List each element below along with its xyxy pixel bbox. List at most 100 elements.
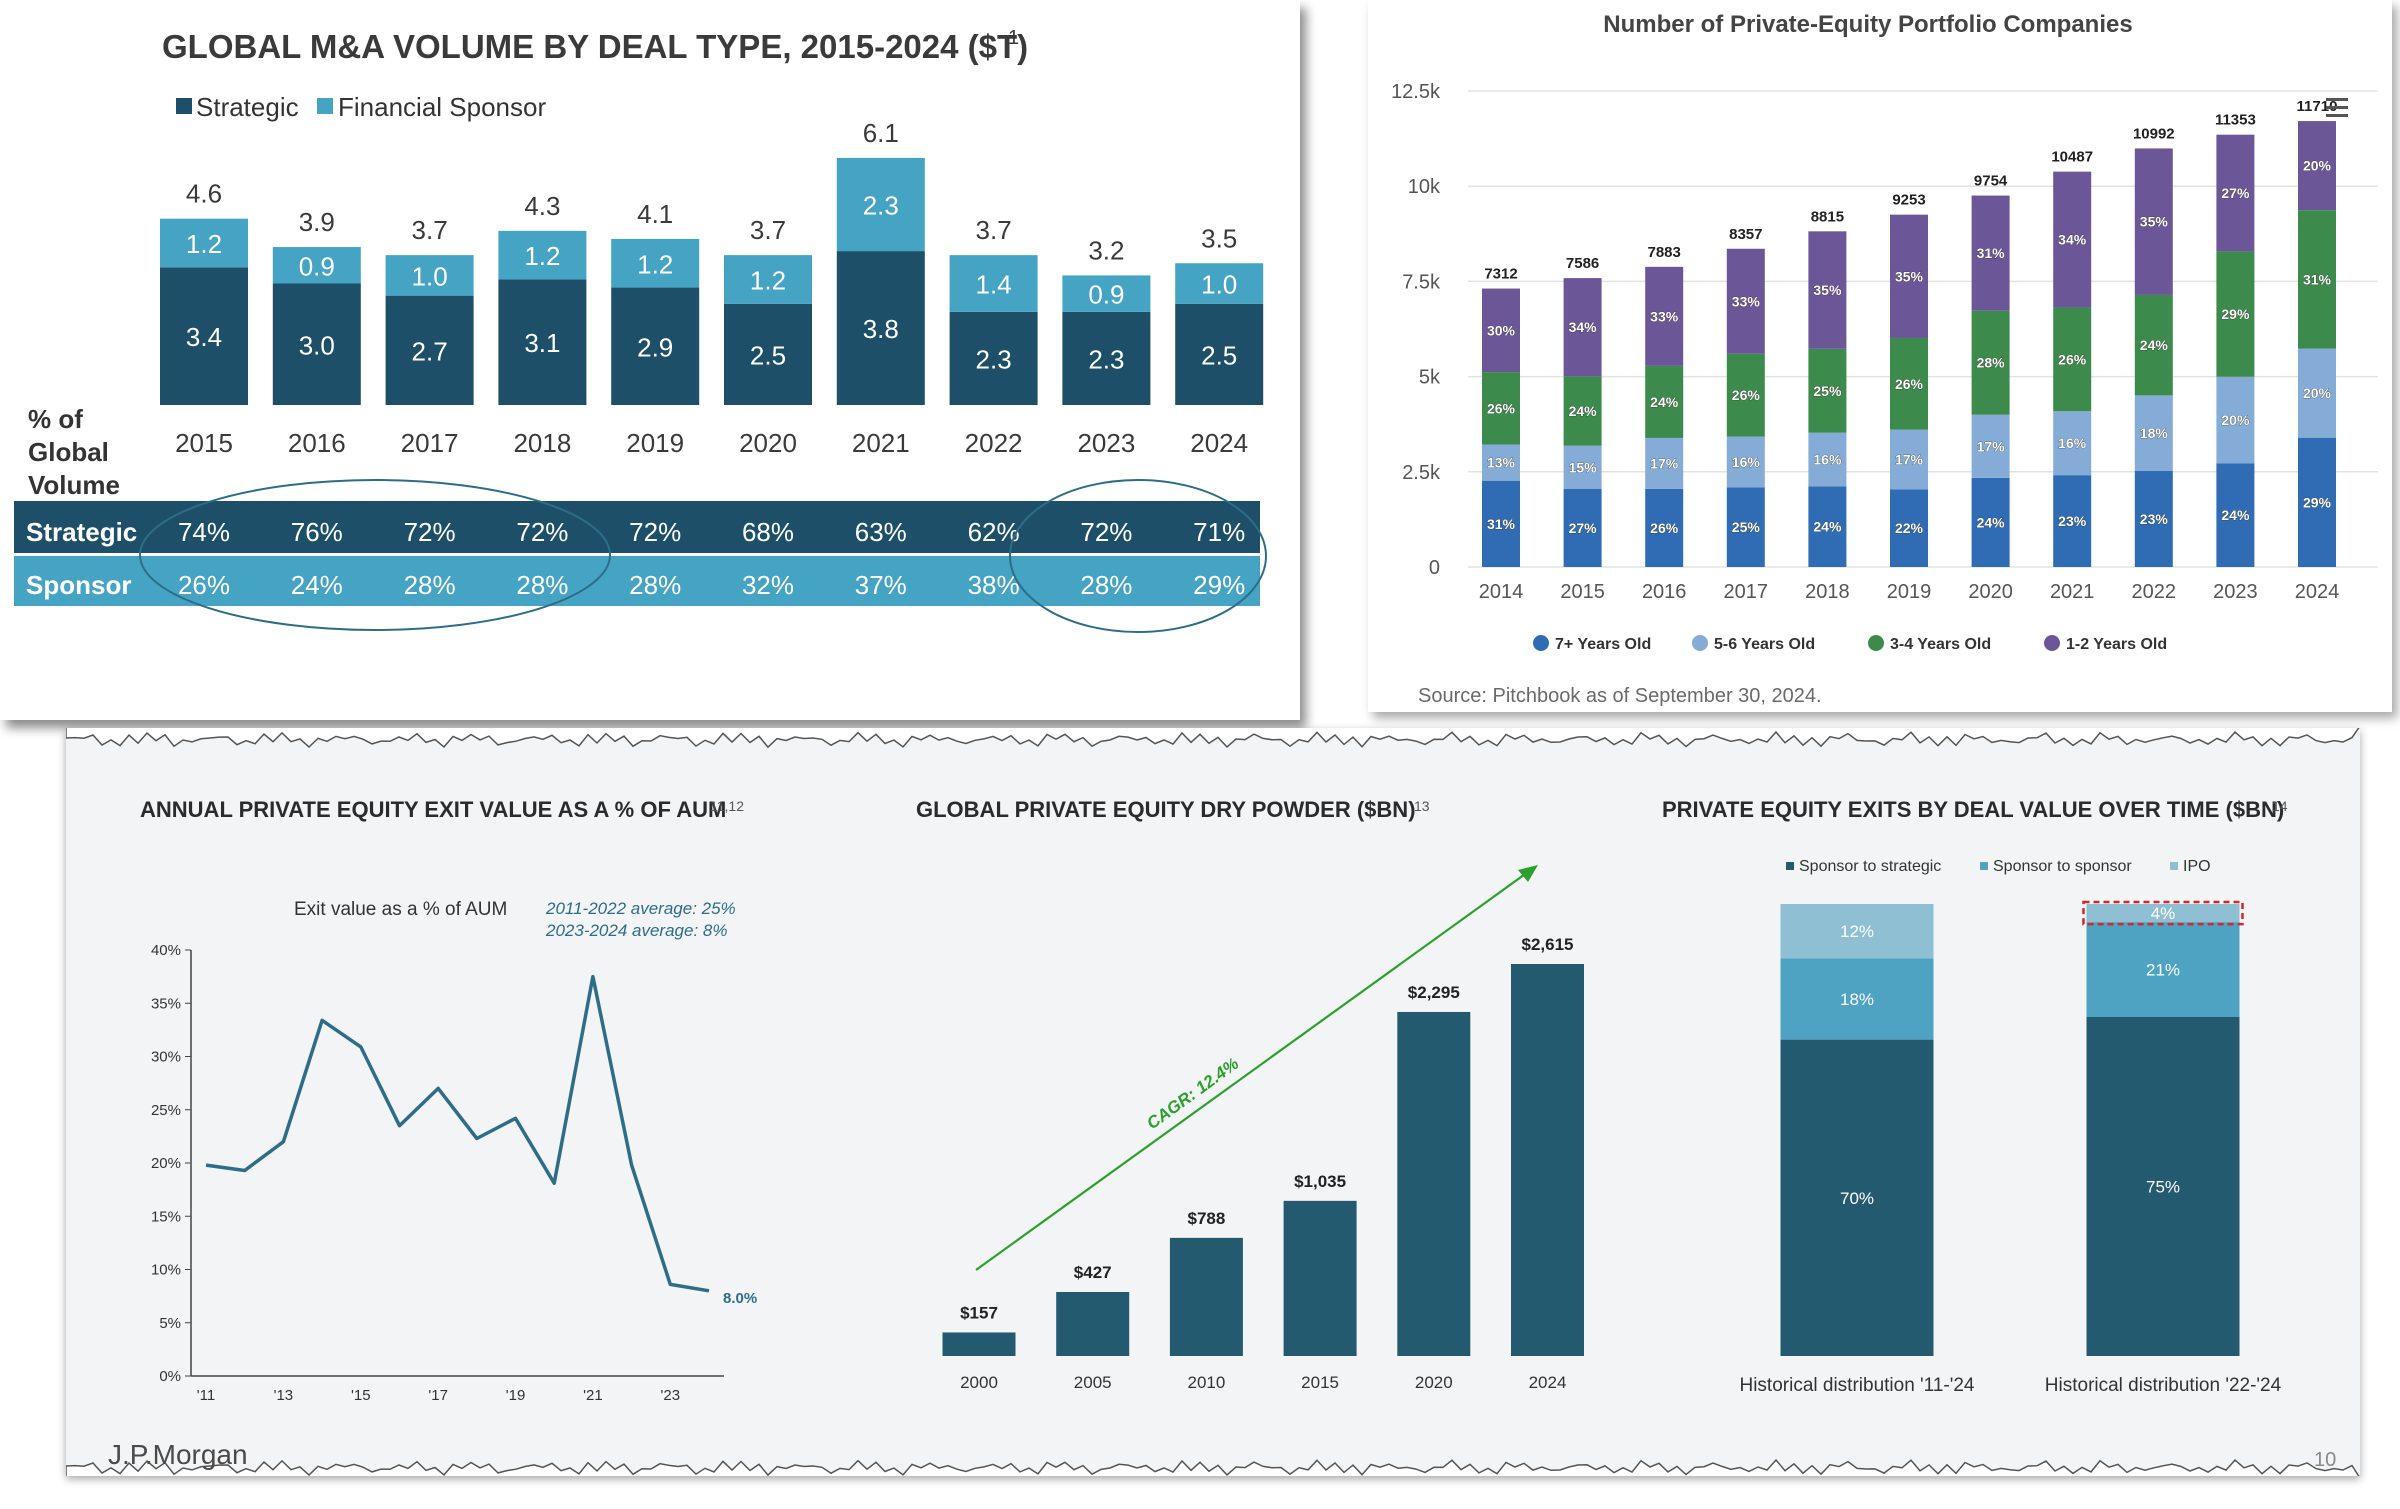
dry-label-2010: $788	[1187, 1209, 1225, 1228]
pe-label-3-2016: 33%	[1650, 308, 1679, 324]
pe-label-1-2016: 17%	[1650, 455, 1679, 471]
dry-xtick-2010: 2010	[1187, 1373, 1225, 1392]
pe-total-2016: 7883	[1648, 244, 1681, 261]
ma-label-sponsor-2017: 1.0	[412, 261, 448, 291]
exits-legend-label-1: Sponsor to sponsor	[1993, 858, 2132, 875]
pe-legend-dot-1	[1692, 635, 1708, 651]
ma-total-2015: 4.6	[186, 179, 222, 209]
pe-bar-1-2021	[2053, 411, 2092, 476]
pe-label-2-2015: 24%	[1569, 403, 1598, 419]
pe-ytick: 7.5k	[1402, 271, 1441, 293]
ma-table-strategic-2018: 72%	[516, 517, 568, 547]
ma-xtick-2015: 2015	[175, 428, 233, 458]
exits-legend-swatch-1	[1980, 862, 1988, 870]
ma-bar-strategic-2022	[949, 311, 1038, 405]
exit-ytick: 20%	[151, 1155, 181, 1172]
dry-xtick-2005: 2005	[1074, 1373, 1112, 1392]
pe-xtick-2022: 2022	[2132, 581, 2177, 603]
pe-ytick: 10k	[1408, 176, 1441, 198]
dry-label-2005: $427	[1074, 1263, 1112, 1282]
exits-deal-chart: Sponsor to strategic Sponsor to sponsor IP…	[1739, 858, 2281, 1396]
exit-chart-title-footnote: 11,12	[710, 798, 744, 814]
pe-label-3-2019: 35%	[1895, 268, 1924, 284]
pe-bar-1-2023	[2216, 376, 2255, 464]
pe-bar-0-2023	[2216, 463, 2255, 567]
menu-icon[interactable]	[2326, 98, 2348, 117]
pe-legend: 7+ Years Old 5-6 Years Old 3-4 Years Old 1-…	[1533, 635, 2167, 653]
ma-total-2019: 4.1	[637, 199, 673, 229]
pe-label-3-2024: 20%	[2303, 158, 2332, 174]
ma-volume-chart: GLOBAL M&A VOLUME BY DEAL TYPE, 2015-202…	[14, 27, 1267, 633]
exits-bar-0-0	[1780, 1039, 1934, 1356]
pe-bar-3-2018	[1808, 231, 1847, 349]
pe-bar-1-2017	[1726, 436, 1765, 488]
ma-bar-strategic-2016	[272, 283, 361, 405]
ma-bars: 3.4 1.2 4.6 2015 3.0 0.9 3.9 2016 2.7 1.0 3.7 2017 3…	[160, 118, 1264, 458]
pe-legend-label-0: 7+ Years Old	[1555, 636, 1651, 653]
pe-total-2023: 11353	[2215, 112, 2256, 129]
pe-legend-label-2: 3-4 Years Old	[1890, 636, 1991, 653]
pe-label-0-2024: 29%	[2303, 494, 2332, 510]
exits-legend-label-0: Sponsor to strategic	[1799, 858, 1941, 875]
pe-label-2-2016: 24%	[1650, 394, 1679, 410]
exit-series-label: Exit value as a % of AUM	[294, 899, 507, 920]
ma-bar-sponsor-2021	[836, 157, 925, 252]
pe-xtick-2017: 2017	[1724, 581, 1769, 603]
exits-label-1-0: 18%	[1840, 990, 1874, 1009]
torn-edge-bottom	[66, 1458, 2360, 1476]
pe-bar-2-2015	[1563, 376, 1602, 446]
pe-label-1-2023: 20%	[2221, 412, 2250, 428]
exit-ytick: 15%	[151, 1208, 181, 1225]
ma-xtick-2018: 2018	[513, 428, 571, 458]
exit-end-label: 8.0%	[723, 1290, 757, 1307]
pe-total-2021: 10487	[2051, 149, 2093, 166]
pe-chart-title: Number of Private-Equity Portfolio Compa…	[1603, 11, 2132, 38]
ma-total-2020: 3.7	[750, 215, 786, 245]
jpmorgan-page-panel: ANNUAL PRIVATE EQUITY EXIT VALUE AS A % …	[66, 728, 2360, 1476]
ma-bar-strategic-2019	[611, 287, 700, 405]
exit-xtick: '17	[428, 1387, 448, 1404]
exit-line-chart: 0% 5% 10% 15% 20% 25% 30% 35% 40% '11 '13 '15 '17 '19…	[151, 942, 757, 1404]
pe-bar-1-2018	[1808, 432, 1847, 487]
pe-label-1-2021: 16%	[2058, 435, 2087, 451]
table-row-sponsor-bg	[14, 556, 1260, 606]
pe-bar-3-2019	[1890, 214, 1928, 338]
ma-bar-sponsor-2015	[160, 218, 248, 268]
ma-bar-strategic-2017	[385, 295, 474, 405]
pe-label-0-2016: 26%	[1650, 520, 1679, 536]
ma-table-sponsor-2020: 32%	[742, 570, 794, 600]
pe-bar-0-2018	[1808, 486, 1847, 567]
pe-label-0-2019: 22%	[1895, 520, 1924, 536]
pe-ytick: 12.5k	[1391, 81, 1441, 103]
pe-portfolio-chart: Number of Private-Equity Portfolio Compa…	[1391, 11, 2378, 707]
pe-label-3-2017: 33%	[1732, 293, 1761, 309]
pe-total-2022: 10992	[2133, 125, 2175, 142]
pe-bar-1-2020	[1971, 414, 2010, 478]
pe-bar-2-2016	[1645, 365, 1684, 438]
pe-bar-0-2014	[1482, 480, 1520, 567]
ma-label-strategic-2015: 3.4	[186, 322, 222, 352]
table-row-label-sponsor: Sponsor	[26, 570, 131, 600]
exit-xtick: '15	[351, 1387, 371, 1404]
exits-deal-title-footnote: 14	[2272, 798, 2288, 814]
pe-total-2019: 9253	[1892, 192, 1925, 209]
ma-table-strategic-2017: 72%	[404, 517, 456, 547]
pe-label-1-2020: 17%	[1977, 438, 2006, 454]
pe-xtick-2021: 2021	[2050, 581, 2095, 603]
exits-bar-0-1	[2086, 1017, 2240, 1356]
dry-xtick-2000: 2000	[960, 1373, 998, 1392]
pe-label-1-2024: 20%	[2303, 385, 2332, 401]
pe-total-2015: 7586	[1566, 255, 1599, 272]
ma-table-values: 74% 76% 72% 72% 72% 68% 63% 62% 72% 71% 26% 24% 28% 2…	[178, 517, 1245, 600]
exits-legend-swatch-0	[1786, 862, 1794, 870]
ma-bar-sponsor-2020	[724, 255, 812, 304]
dry-bar-2000	[942, 1332, 1016, 1356]
ma-table-sponsor-2023: 28%	[1080, 570, 1132, 600]
exits-label-0-0: 70%	[1840, 1189, 1874, 1208]
ma-table-strategic-2022: 62%	[968, 517, 1020, 547]
ma-label-strategic-2021: 3.8	[863, 314, 899, 344]
pe-ytick: 0	[1429, 557, 1440, 579]
dry-label-2015: $1,035	[1294, 1172, 1346, 1191]
exits-label-2-0: 12%	[1840, 922, 1874, 941]
ma-table-sponsor-2019: 28%	[629, 570, 681, 600]
